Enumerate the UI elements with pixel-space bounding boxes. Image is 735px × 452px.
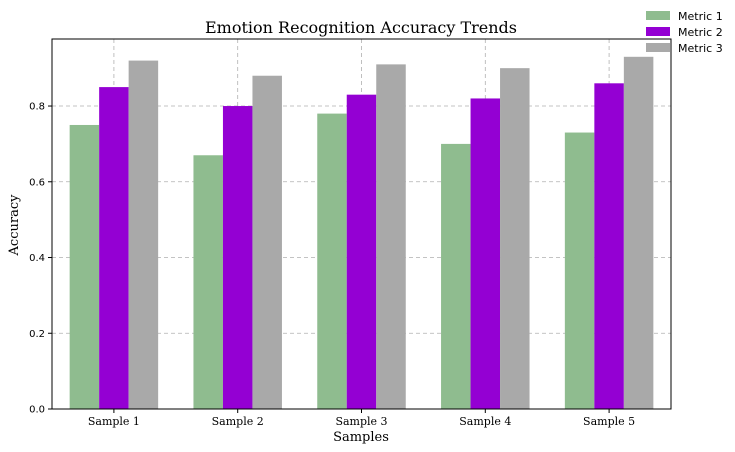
- bars-layer: [69, 56, 654, 410]
- bar-2-3: [346, 94, 377, 410]
- y-tick-label: 0.2: [29, 329, 45, 340]
- chart-title: Emotion Recognition Accuracy Trends: [205, 18, 517, 37]
- y-tick-label: 0.0: [29, 405, 45, 416]
- y-tick-label: 0.4: [29, 253, 45, 264]
- legend-swatch: [646, 43, 670, 52]
- bar-1-3: [317, 113, 347, 410]
- legend-swatch: [646, 27, 670, 36]
- bar-3-4: [500, 68, 530, 409]
- y-tick-label: 0.6: [29, 177, 45, 188]
- bar-3-1: [128, 60, 159, 410]
- bar-1-4: [441, 143, 471, 409]
- x-tick-label: Sample 5: [583, 415, 635, 428]
- x-tick-label: Sample 3: [335, 415, 387, 428]
- y-axis-label: Accuracy: [7, 194, 22, 257]
- bar-2-1: [99, 87, 129, 409]
- legend: Metric 1 Metric 2 Metric 3: [646, 10, 723, 55]
- bar-1-1: [69, 124, 100, 409]
- x-tick-label: Sample 1: [88, 415, 140, 428]
- y-tick-label: 0.8: [29, 102, 45, 113]
- ticks-layer: 0.0 0.2 0.4 0.6 0.8 Sample 1 Sample 2 Sample 3 S…: [29, 102, 635, 428]
- legend-label: Metric 3: [678, 42, 723, 55]
- bar-1-5: [564, 132, 595, 410]
- bar-2-2: [222, 106, 253, 409]
- bar-3-2: [252, 75, 282, 410]
- bar-1-2: [193, 155, 223, 409]
- x-tick-label: Sample 2: [212, 415, 264, 428]
- bar-2-4: [470, 98, 501, 409]
- bar-3-5: [623, 56, 654, 410]
- x-axis-label: Samples: [333, 430, 389, 445]
- bar-3-3: [376, 64, 406, 409]
- legend-label: Metric 1: [678, 10, 723, 23]
- legend-swatch: [646, 11, 670, 20]
- bar-2-5: [594, 83, 624, 409]
- legend-label: Metric 2: [678, 26, 723, 39]
- x-tick-label: Sample 4: [459, 415, 511, 428]
